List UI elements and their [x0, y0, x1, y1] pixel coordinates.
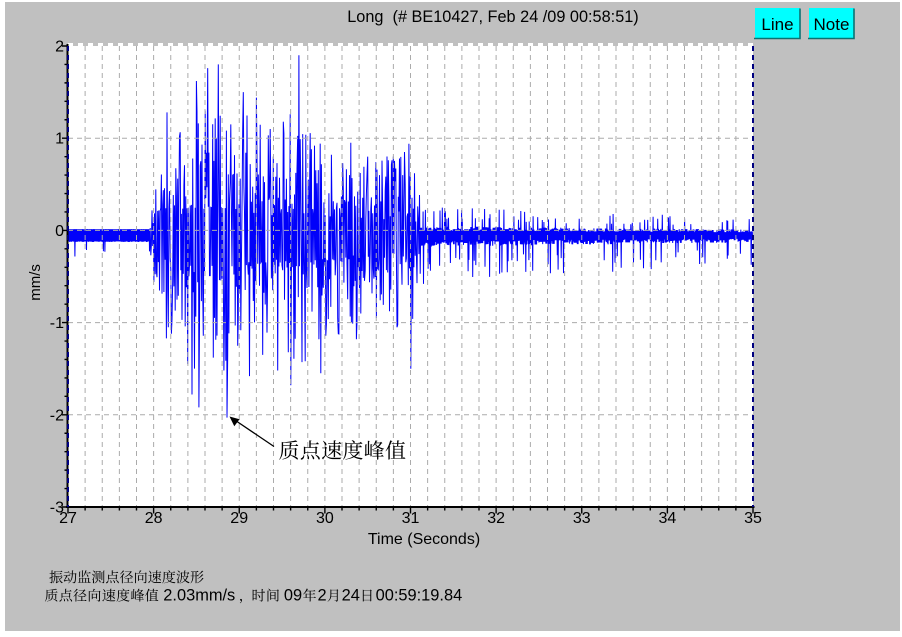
svg-text:-2: -2	[50, 407, 64, 424]
svg-text:Long (# BE10427, Feb 24 /09 0: Long (# BE10427, Feb 24 /09 00:58:51)	[347, 8, 638, 26]
svg-text:27: 27	[59, 510, 77, 527]
svg-text:32: 32	[487, 510, 505, 527]
svg-text:mm/s: mm/s	[27, 264, 44, 301]
svg-text:-1: -1	[50, 315, 64, 332]
svg-text:2.03mm/s: 2.03mm/s	[163, 587, 235, 605]
svg-text:-3: -3	[50, 500, 64, 517]
svg-text:35: 35	[744, 510, 762, 527]
svg-text:1: 1	[55, 131, 64, 148]
svg-text:0: 0	[55, 223, 64, 240]
svg-text:30: 30	[316, 510, 334, 527]
svg-text:Time (Seconds): Time (Seconds)	[368, 531, 480, 548]
svg-text:31: 31	[402, 510, 420, 527]
svg-text:00:59:19.84: 00:59:19.84	[376, 587, 463, 605]
svg-text:09: 09	[284, 587, 302, 605]
svg-text:2: 2	[318, 587, 327, 605]
svg-text:29: 29	[230, 510, 248, 527]
svg-text:Line: Line	[761, 15, 793, 34]
svg-text:28: 28	[145, 510, 163, 527]
svg-text:24: 24	[342, 587, 360, 605]
svg-text:34: 34	[659, 510, 677, 527]
svg-text:33: 33	[573, 510, 591, 527]
svg-text:Note: Note	[814, 15, 850, 34]
svg-text:2: 2	[55, 39, 64, 56]
